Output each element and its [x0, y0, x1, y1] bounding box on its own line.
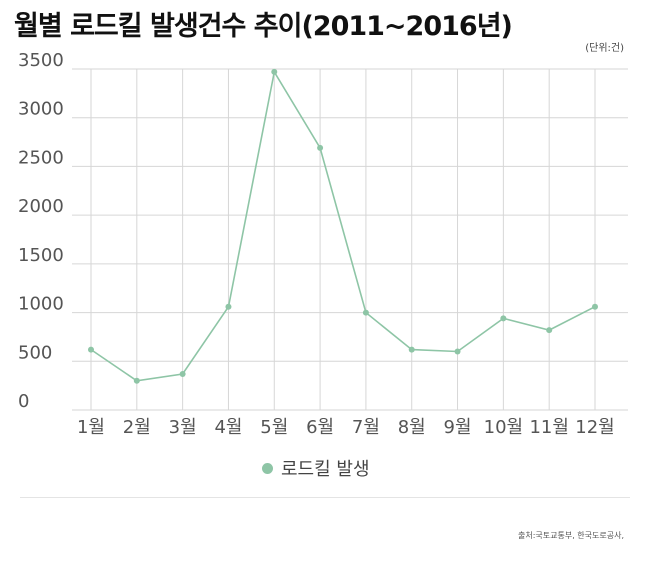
- y-tick-label: 1000: [18, 294, 64, 315]
- data-point: [317, 144, 324, 151]
- y-tick-label: 1500: [18, 245, 64, 266]
- unit-note: (단위:건): [585, 43, 624, 54]
- data-point: [362, 309, 369, 316]
- y-tick-label: 0: [18, 391, 29, 412]
- y-tick-label: 2000: [18, 196, 64, 217]
- legend-label: 로드킬 발생: [281, 459, 370, 480]
- x-tick-label: 4월: [214, 417, 242, 438]
- x-tick-label: 3월: [169, 417, 197, 438]
- data-point: [271, 68, 278, 75]
- data-point: [225, 303, 232, 310]
- x-tick-label: 9월: [444, 417, 472, 438]
- data-point: [133, 377, 140, 384]
- y-axis-ticks: 0 500 1000 1500 2000 2500 3000 3500: [18, 50, 64, 412]
- chart-title: 월별 로드킬 발생건수 추이(2011~2016년): [14, 11, 513, 42]
- x-tick-label: 12월: [575, 417, 614, 438]
- data-point: [88, 346, 94, 353]
- data-point: [500, 315, 507, 322]
- data-point: [592, 303, 598, 310]
- x-tick-label: 5월: [260, 417, 288, 438]
- legend-marker: [262, 462, 273, 474]
- legend: 로드킬 발생: [262, 455, 370, 481]
- y-tick-label: 500: [18, 342, 52, 363]
- data-point: [454, 348, 461, 355]
- y-tick-label: 3500: [18, 50, 64, 71]
- divider: [20, 497, 630, 498]
- x-tick-label: 6월: [306, 417, 334, 438]
- x-tick-label: 1월: [77, 417, 105, 438]
- x-tick-label: 11월: [529, 417, 568, 438]
- x-axis-ticks: 1월 2월 3월 4월 5월 6월 7월 8월 9월 10월 11월 12월: [77, 417, 615, 438]
- y-tick-label: 3000: [18, 99, 64, 120]
- grid-layer: [72, 68, 628, 411]
- y-tick-label: 2500: [18, 147, 64, 168]
- x-tick-label: 7월: [352, 417, 380, 438]
- data-point: [408, 346, 415, 353]
- x-tick-label: 2월: [123, 417, 151, 438]
- series-points: [88, 68, 598, 384]
- x-tick-label: 10월: [484, 417, 523, 438]
- source-note: 출처:국토교통부, 한국도로공사,: [517, 531, 624, 540]
- series-line: [90, 69, 596, 382]
- data-point: [179, 370, 186, 377]
- data-point: [546, 327, 553, 334]
- x-tick-label: 8월: [398, 417, 426, 438]
